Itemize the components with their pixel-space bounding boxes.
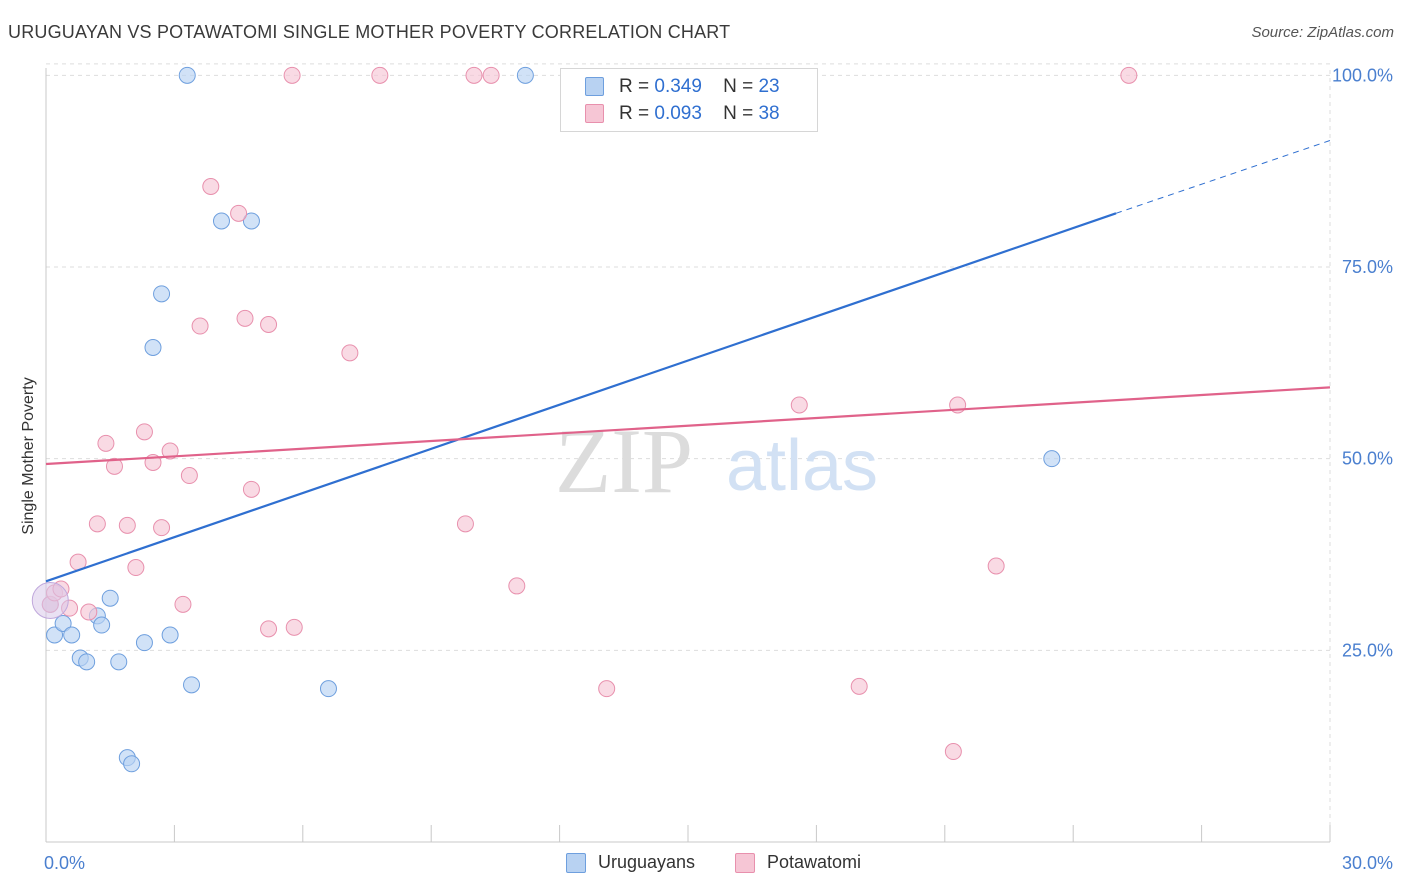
legend-label-potawatomi: Potawatomi — [767, 852, 862, 872]
uruguayan-point — [178, 66, 196, 84]
uruguayan-point — [123, 755, 141, 773]
uruguayan-point — [212, 212, 230, 230]
potawatomi-point — [944, 743, 962, 761]
potawatomi-point — [1120, 66, 1138, 84]
watermark-atlas: atlas — [726, 426, 878, 506]
r-label: R = — [619, 76, 650, 97]
potawatomi-point — [987, 557, 1005, 575]
y-tick-label: 25.0% — [1342, 640, 1393, 660]
potawatomi-point — [153, 519, 171, 537]
uruguayan-point — [93, 616, 111, 634]
potawatomi-point — [508, 577, 526, 595]
uruguayan-point — [183, 676, 201, 694]
source-label: Source: ZipAtlas.com — [1251, 24, 1394, 41]
potawatomi-point — [456, 515, 474, 533]
n-label: N = — [723, 76, 754, 97]
axes — [45, 68, 1331, 843]
potawatomi-point — [283, 66, 301, 84]
potawatomi-point — [127, 559, 145, 577]
potawatomi-point — [465, 66, 483, 84]
uruguayan-point — [144, 339, 162, 356]
potawatomi-point — [598, 680, 616, 698]
x-tick-label: 0.0% — [44, 853, 85, 873]
potawatomi-point — [790, 396, 808, 414]
legend-swatch-uruguayans — [566, 853, 586, 873]
uruguayan-point — [516, 66, 534, 84]
potawatomi-point — [285, 618, 303, 636]
stats-legend: R = 0.349 N = 23 R = 0.093 N = 38 — [560, 68, 818, 132]
overlap-cluster-point — [31, 582, 69, 619]
potawatomi-point — [341, 344, 359, 362]
potawatomi-point — [230, 204, 248, 222]
potawatomi-point — [80, 603, 98, 621]
tick-labels: 25.0% 50.0% 75.0% 100.0% 0.0% 30.0% — [44, 65, 1393, 873]
r-value: 0.349 — [654, 76, 702, 97]
potawatomi-point — [191, 317, 209, 335]
legend-label-uruguayans: Uruguayans — [598, 852, 696, 872]
n-value: 38 — [758, 103, 780, 124]
potawatomi-point — [482, 66, 500, 84]
potawatomi-point — [850, 677, 868, 695]
y-tick-label: 75.0% — [1342, 257, 1393, 277]
y-tick-label: 100.0% — [1332, 65, 1393, 85]
potawatomi-point — [135, 423, 153, 441]
stats-text-potawatomi: R = 0.093 N = 38 — [619, 103, 780, 125]
r-value: 0.093 — [654, 103, 702, 124]
potawatomi-point — [118, 516, 136, 534]
uruguayan-trend-line-extension — [1115, 140, 1331, 214]
watermark-zip: ZIP — [555, 410, 693, 512]
potawatomi-point — [260, 316, 278, 333]
uruguayan-point — [78, 653, 96, 671]
potawatomi-point — [371, 66, 389, 84]
uruguayan-point — [242, 212, 260, 230]
uruguayan-trend-line — [45, 212, 1117, 583]
legend-swatch-uruguayans — [585, 77, 604, 96]
uruguayan-point — [1043, 450, 1061, 468]
legend-swatch-potawatomi — [585, 104, 604, 123]
uruguayan-point — [135, 634, 153, 652]
y-tick-label: 50.0% — [1342, 449, 1393, 469]
potawatomi-point — [180, 467, 198, 485]
potawatomi-point — [105, 457, 123, 475]
r-label: R = — [619, 103, 650, 124]
uruguayan-point — [46, 626, 64, 644]
uruguayan-point — [161, 626, 179, 644]
potawatomi-point — [161, 442, 179, 460]
uruguayan-point — [63, 626, 81, 644]
potawatomi-point — [236, 309, 254, 327]
uruguayan-point — [54, 615, 72, 632]
x-tick-label: 30.0% — [1342, 853, 1393, 873]
data-points — [31, 66, 1138, 773]
uruguayan-point — [319, 680, 337, 698]
potawatomi-point — [202, 178, 220, 195]
chart-title: URUGUAYAN VS POTAWATOMI SINGLE MOTHER PO… — [8, 22, 731, 42]
potawatomi-point — [242, 480, 260, 498]
potawatomi-trend-line — [45, 386, 1331, 466]
stats-text-uruguayans: R = 0.349 N = 23 — [619, 76, 780, 98]
n-label: N = — [723, 103, 754, 124]
uruguayan-point — [153, 285, 171, 303]
trend-lines — [45, 140, 1331, 583]
potawatomi-point — [260, 620, 278, 638]
potawatomi-point — [174, 595, 192, 613]
n-value: 23 — [758, 76, 780, 97]
potawatomi-point — [88, 515, 106, 533]
uruguayan-point — [110, 653, 128, 671]
potawatomi-point — [97, 434, 115, 452]
legend-swatch-potawatomi — [735, 853, 755, 873]
uruguayan-point — [101, 589, 119, 607]
